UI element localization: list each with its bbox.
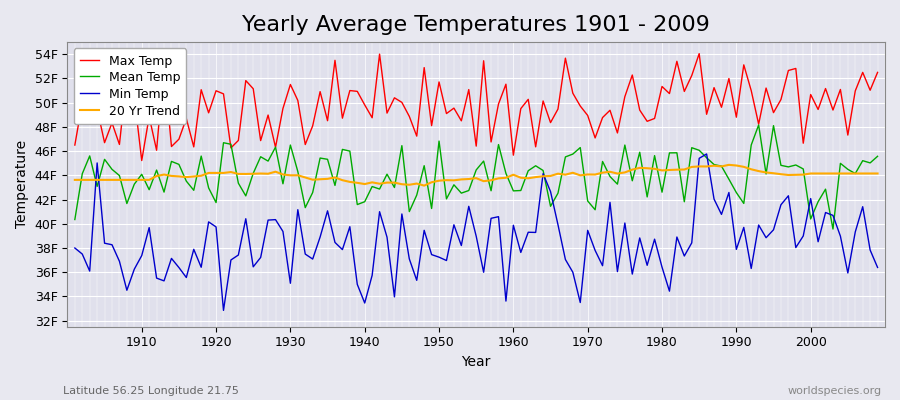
Text: Latitude 56.25 Longitude 21.75: Latitude 56.25 Longitude 21.75	[63, 386, 238, 396]
20 Yr Trend	[129, 178, 140, 182]
Max Temp	[516, 106, 526, 111]
Max Temp	[694, 51, 705, 56]
Min Temp	[701, 152, 712, 156]
Max Temp	[129, 95, 140, 100]
20 Yr Trend	[69, 178, 80, 182]
Mean Temp	[292, 169, 303, 174]
Max Temp	[508, 153, 518, 158]
Max Temp	[605, 108, 616, 113]
20 Yr Trend	[508, 172, 518, 177]
Min Temp	[129, 267, 140, 272]
Line: Mean Temp: Mean Temp	[75, 125, 878, 229]
20 Yr Trend	[872, 171, 883, 176]
Mean Temp	[69, 217, 80, 222]
20 Yr Trend	[605, 169, 616, 174]
Max Temp	[345, 88, 356, 93]
Min Temp	[300, 252, 310, 256]
Max Temp	[69, 143, 80, 148]
20 Yr Trend	[724, 162, 734, 167]
Title: Yearly Average Temperatures 1901 - 2009: Yearly Average Temperatures 1901 - 2009	[242, 15, 710, 35]
Min Temp	[605, 200, 616, 205]
Text: worldspecies.org: worldspecies.org	[788, 386, 882, 396]
20 Yr Trend	[516, 175, 526, 180]
Y-axis label: Temperature: Temperature	[15, 140, 29, 228]
Max Temp	[136, 158, 147, 163]
Line: Max Temp: Max Temp	[75, 54, 878, 160]
Min Temp	[516, 250, 526, 255]
Mean Temp	[872, 154, 883, 159]
Legend: Max Temp, Mean Temp, Min Temp, 20 Yr Trend: Max Temp, Mean Temp, Min Temp, 20 Yr Tre…	[74, 48, 186, 124]
Min Temp	[218, 308, 229, 313]
20 Yr Trend	[418, 183, 429, 188]
20 Yr Trend	[337, 178, 347, 182]
20 Yr Trend	[292, 173, 303, 178]
Max Temp	[300, 142, 310, 147]
Mean Temp	[337, 147, 347, 152]
Line: 20 Yr Trend: 20 Yr Trend	[75, 165, 878, 186]
Min Temp	[872, 265, 883, 270]
Mean Temp	[500, 171, 511, 176]
Mean Temp	[129, 182, 140, 186]
X-axis label: Year: Year	[462, 355, 490, 369]
Min Temp	[508, 223, 518, 228]
Mean Temp	[753, 123, 764, 128]
Mean Temp	[508, 188, 518, 193]
Min Temp	[345, 224, 356, 229]
Min Temp	[69, 246, 80, 250]
Max Temp	[872, 70, 883, 75]
Line: Min Temp: Min Temp	[75, 154, 878, 310]
Mean Temp	[598, 159, 608, 164]
Mean Temp	[828, 227, 839, 232]
